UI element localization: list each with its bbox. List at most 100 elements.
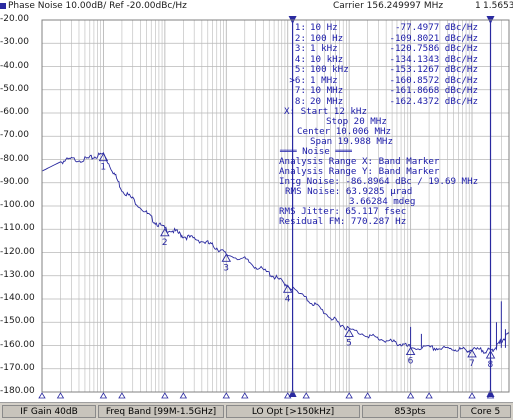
y-axis-label: -60.00 [0,107,30,117]
axis-tick-icon [118,392,126,399]
band-marker-bottom-icon [288,389,297,397]
sweep-stop: Stop 20 MHz [326,116,387,127]
axis-tick-icon [38,392,46,399]
y-axis-label: -90.00 [0,176,30,187]
marker-value: -134.1343 dBc/Hz [389,53,478,65]
status-bar: IF Gain 40dB Freq Band [99M-1.5GHz] LO O… [0,402,513,420]
marker-table-row: 4: 10 kHz -134.1343 dBc/Hz [284,53,478,66]
phase-noise-trace [41,152,510,354]
marker-triangle-icon [344,328,354,337]
axis-tick-icon [241,392,249,399]
carrier-info: Carrier 156.249997 MHz [333,1,444,11]
header-title-row: Phase Noise 10.00dB/ Ref -20.00dBc/Hz [0,0,187,12]
axis-tick-icon [345,392,353,399]
marker-triangle-icon [467,349,477,358]
marker-id: 4: [294,53,306,65]
marker-frequency: 10 kHz [310,53,344,65]
marker-frequency: 1 kHz [310,43,338,54]
marker-value: -153.1267 dBc/Hz [389,64,478,75]
axis-tick-icon [56,392,65,399]
axis-tick-icon [99,392,108,399]
marker-label: 7 [469,359,475,369]
marker-frequency: 1 MHz [310,74,338,86]
y-axis-label: -140.00 [0,293,35,303]
marker-triangle-icon [160,227,170,237]
marker-id: 8: [294,95,306,107]
marker-label: 5 [346,338,352,348]
axis-tick-icon [425,392,433,399]
y-axis-label: -100.00 [0,200,35,210]
marker-triangle-icon [282,284,293,293]
points-field[interactable]: 853pts [362,405,458,418]
marker-frequency: 10 Hz [310,22,338,33]
axis-tick-icon [302,392,310,399]
carrier-level: 1.5653 dBm [483,1,513,11]
marker-value: -161.8668 dBc/Hz [389,85,478,96]
sweep-center: Center 10.006 MHz [297,126,392,137]
residual-fm: Residual FM: 770.287 Hz [279,216,407,227]
y-axis-label: -130.00 [0,269,35,280]
marker-triangle-icon [485,350,496,359]
y-axis-label: -50.00 [0,83,30,94]
if-gain-field[interactable]: IF Gain 40dB [2,405,96,418]
marker-value: -160.8572 dBc/Hz [389,74,478,86]
marker-label: 8 [488,360,494,370]
y-axis-label: -70.00 [0,130,30,141]
rms-noise-deg: 3.66284 mdeg [349,196,416,207]
y-axis-label: -120.00 [0,246,35,257]
marker-value: -162.4372 dBc/Hz [389,95,478,107]
marker-frequency: 100 kHz [310,64,349,75]
y-axis-label: -160.00 [0,339,35,350]
freq-band-field[interactable]: Freq Band [99M-1.5GHz] [98,405,224,418]
axis-tick-icon [363,392,372,399]
analysis-range-x: Analysis Range X: Band Marker [279,156,440,167]
noise-title: ═══ Noise ═══ [280,146,352,157]
marker-frequency: 10 MHz [310,85,344,96]
marker-label: 4 [285,294,291,304]
trace-indicator-icon [0,2,6,9]
marker-table-row: 5: 100 kHz -153.1267 dBc/Hz [284,64,478,76]
y-axis-label: -20.00 [0,14,30,24]
y-axis-label: -180.00 [0,386,35,396]
plot-frame [41,19,510,393]
trace-number-badge: 1 [475,0,483,12]
marker-value: -120.7586 dBc/Hz [389,43,478,54]
phase-noise-plot: 1 2 3 4 5 6 7 8 [38,16,510,399]
y-axis-label: -110.00 [0,223,35,234]
axis-layer [38,19,510,399]
marker-table-row: 3: 1 kHz -120.7586 dBc/Hz [284,43,478,55]
y-axis-label: -170.00 [0,362,35,373]
y-axis-label: -80.00 [0,153,30,164]
marker-frequency: 20 MHz [310,95,344,107]
marker-table-row: >6: 1 MHz -160.8572 dBc/Hz [284,74,478,87]
axis-tick-icon [222,392,230,399]
marker-triangle-icon [98,152,109,162]
rms-jitter: RMS Jitter: 65.117 fsec [279,206,407,217]
y-axis-label: -30.00 [0,37,30,48]
marker-value: -109.8021 dBc/Hz [389,32,478,44]
axis-tick-icon [161,392,169,399]
marker-value: -77.4977 dBc/Hz [395,22,478,33]
marker-id: 3: [294,43,306,54]
trace-layer [41,152,510,354]
marker-table-row: 2: 100 Hz -109.8021 dBc/Hz [284,32,478,45]
axis-tick-icon [486,392,495,399]
marker-label: 2 [162,238,168,248]
axis-tick-icon [179,392,188,399]
marker-label: 3 [223,263,229,273]
marker-id: >6: [289,74,306,86]
lo-opt-field[interactable]: LO Opt [>150kHz] [226,405,360,418]
sweep-span: Span 19.988 MHz [310,136,393,147]
axis-tick-icon [284,392,292,399]
rms-noise: RMS Noise: 63.9285 µrad [285,186,413,197]
marker-layer: 1 2 3 4 5 6 7 8 [98,16,496,397]
axis-tick-icon [406,392,415,399]
marker-label: 6 [408,357,414,367]
marker-table-row: 8: 20 MHz -162.4372 dBc/Hz [284,95,478,108]
y-axis-label: -150.00 [0,316,35,327]
marker-triangle-icon [221,253,232,262]
chart-title: Phase Noise 10.00dB/ Ref -20.00dBc/Hz [8,1,187,11]
core-field[interactable]: Core 5 [460,405,511,418]
marker-id: 1: [294,22,306,33]
